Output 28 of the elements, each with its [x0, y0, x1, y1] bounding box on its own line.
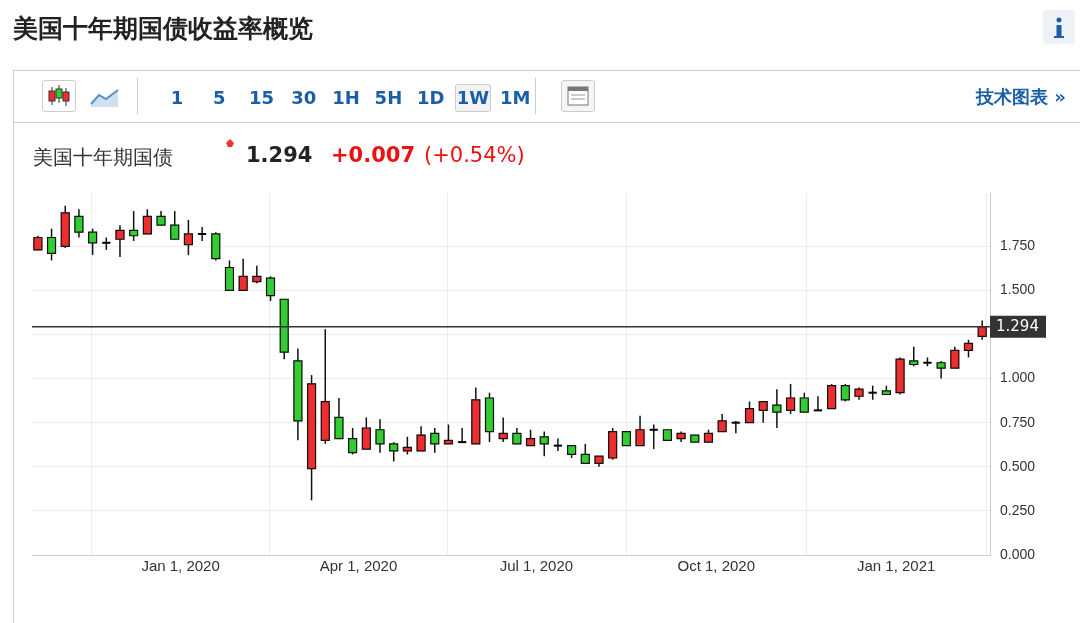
x-tick-label: Jan 1, 2020 — [141, 557, 220, 575]
text: 技术图表 » — [974, 85, 1067, 109]
text: 1 5 15 30 1H 5H 1D 1W 1M — [170, 87, 531, 108]
y-tick-label: 1.750 — [1000, 237, 1036, 254]
text: 1.294 — [246, 143, 313, 167]
y-tick-label: 0.000 — [1000, 545, 1036, 562]
text: +0.007 — [331, 143, 416, 167]
chart-subtitle: 美国十年期国债 — [33, 144, 173, 171]
y-tick-label: 0.750 — [1000, 413, 1036, 430]
text: (+0.54%) — [424, 143, 525, 167]
x-tick-label: Jan 1, 2021 — [856, 557, 936, 575]
candlestick — [772, 388, 782, 429]
y-tick-label: 1.000 — [1000, 369, 1036, 386]
x-tick-label: Apr 1, 2020 — [319, 557, 398, 575]
y-tick-label: 0.250 — [1000, 501, 1036, 518]
candlestick — [977, 319, 987, 341]
x-tick-label: Jul 1, 2020 — [499, 557, 574, 575]
candlestick — [416, 425, 426, 452]
y-tick-label: 1.500 — [1000, 281, 1036, 298]
candlestick — [539, 430, 549, 457]
candlestick — [375, 418, 385, 454]
candlestick — [430, 427, 440, 454]
candlestick — [170, 210, 180, 241]
x-tick-label: Oct 1, 2020 — [677, 557, 756, 575]
candlestick — [799, 391, 809, 413]
chart-title: 美国十年期国债收益率概览 — [13, 13, 313, 45]
y-tick-label: 0.500 — [1000, 457, 1036, 474]
ref-line-label: 1.294 — [996, 316, 1039, 335]
